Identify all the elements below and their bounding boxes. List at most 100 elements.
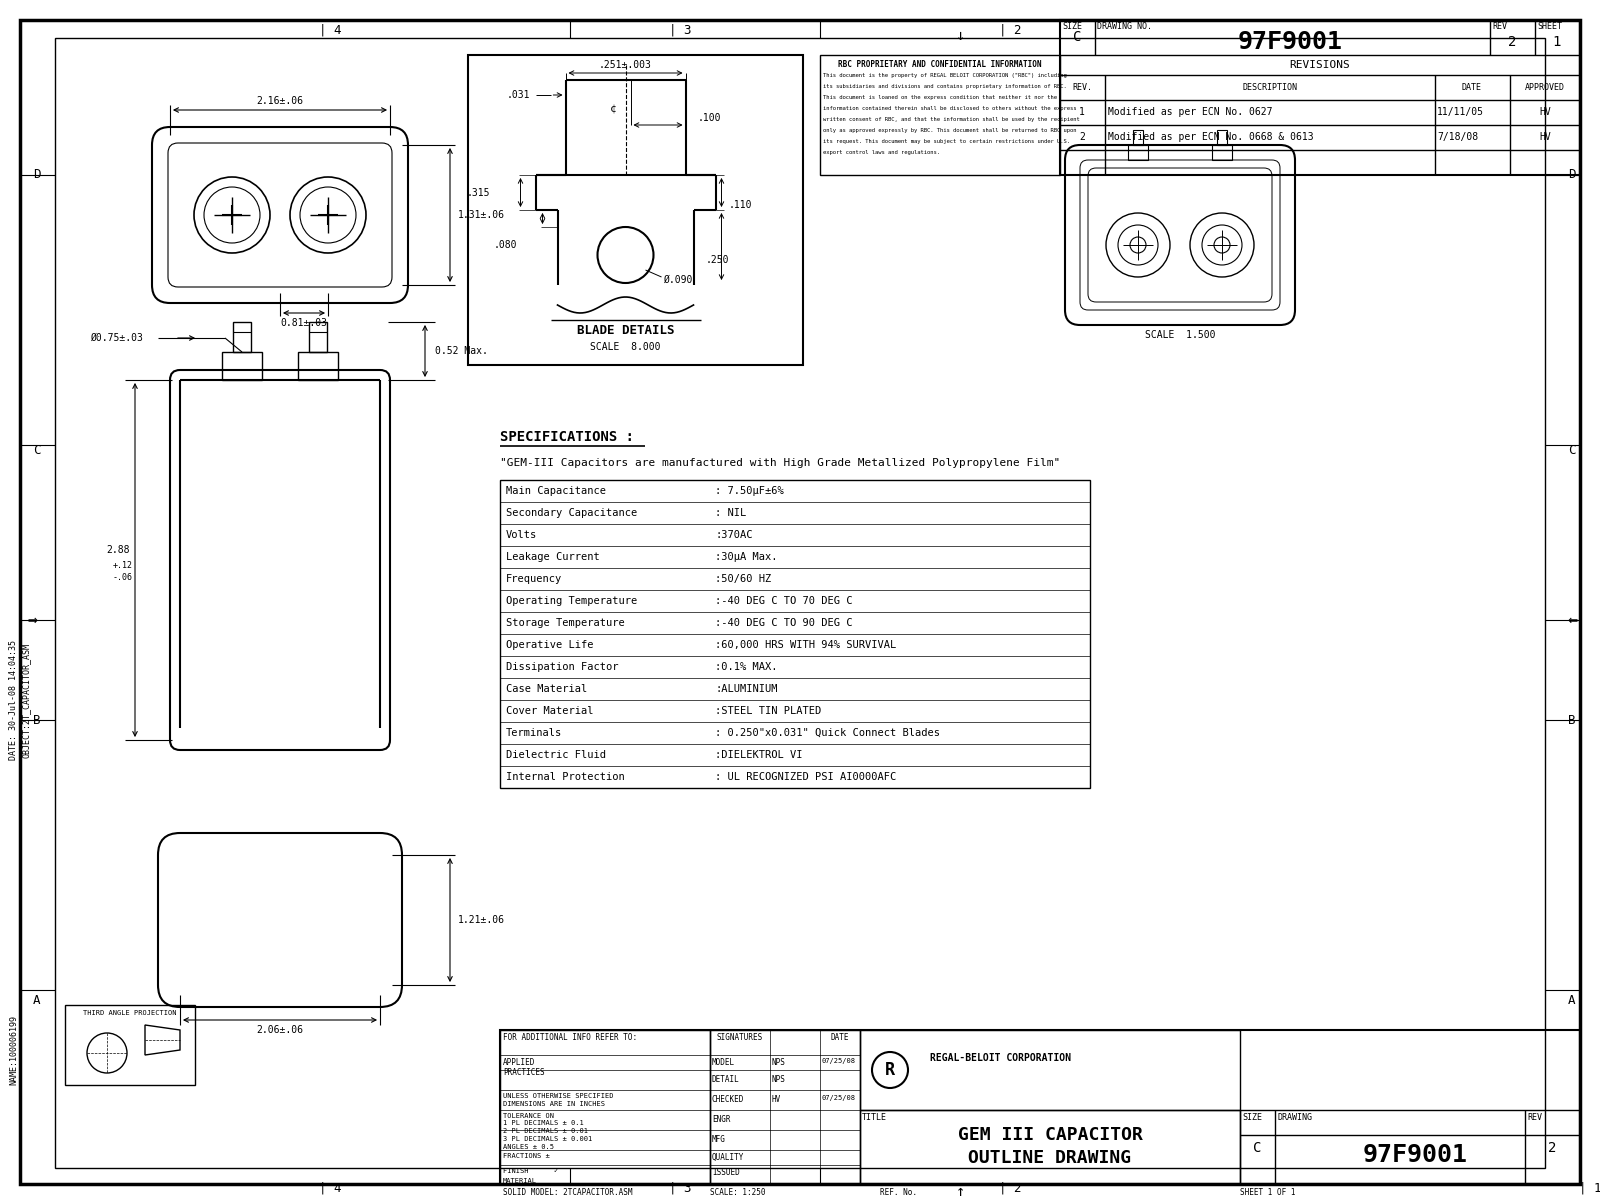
Text: DATE: DATE xyxy=(830,1033,850,1041)
Text: its request. This document may be subject to certain restrictions under U.S.: its request. This document may be subjec… xyxy=(822,138,1070,144)
Text: C: C xyxy=(34,443,40,456)
Text: | 2: | 2 xyxy=(998,1181,1021,1194)
Text: Leakage Current: Leakage Current xyxy=(506,551,600,562)
Text: CHECKED: CHECKED xyxy=(712,1094,744,1104)
Text: REV: REV xyxy=(1526,1112,1542,1122)
Text: 3 PL DECIMALS ± 0.001: 3 PL DECIMALS ± 0.001 xyxy=(502,1137,592,1143)
Text: Ø.090: Ø.090 xyxy=(664,275,693,285)
Text: HV: HV xyxy=(1539,132,1550,142)
Text: .080: .080 xyxy=(494,240,517,250)
Text: R: R xyxy=(885,1061,894,1079)
Text: D: D xyxy=(34,169,40,182)
Text: DATE: 30-Jul-08 14:04:35: DATE: 30-Jul-08 14:04:35 xyxy=(10,641,19,760)
Text: : UL RECOGNIZED PSI AI0000AFC: : UL RECOGNIZED PSI AI0000AFC xyxy=(715,772,896,783)
Text: | 3: | 3 xyxy=(669,24,691,36)
Text: SPECIFICATIONS :: SPECIFICATIONS : xyxy=(499,430,634,444)
Text: B: B xyxy=(1568,714,1576,726)
Bar xyxy=(222,352,262,380)
Text: written consent of RBC, and that the information shall be used by the recipient: written consent of RBC, and that the inf… xyxy=(822,117,1080,122)
Text: :0.1% MAX.: :0.1% MAX. xyxy=(715,662,778,672)
Text: Internal Protection: Internal Protection xyxy=(506,772,624,783)
Text: Storage Temperature: Storage Temperature xyxy=(506,618,624,628)
Text: OBJECT:2T_CAPACITOR_ASM: OBJECT:2T_CAPACITOR_ASM xyxy=(21,643,30,757)
Text: 97F9001: 97F9001 xyxy=(1237,30,1342,54)
Text: 07/25/08: 07/25/08 xyxy=(822,1058,856,1064)
Text: C: C xyxy=(1074,30,1082,45)
Text: only as approved expressly by RBC. This document shall be returned to RBC upon: only as approved expressly by RBC. This … xyxy=(822,128,1077,132)
Text: D: D xyxy=(1568,169,1576,182)
Text: SHEET: SHEET xyxy=(1538,22,1562,31)
Text: C: C xyxy=(1253,1141,1261,1155)
Bar xyxy=(499,480,1090,787)
Text: 07/25/08: 07/25/08 xyxy=(822,1094,856,1100)
Bar xyxy=(1128,144,1149,160)
Text: | 4: | 4 xyxy=(318,1181,341,1194)
Text: 97F9001: 97F9001 xyxy=(1363,1143,1467,1167)
Bar xyxy=(499,1029,1581,1184)
Text: DRAWING: DRAWING xyxy=(1277,1112,1312,1122)
Text: .031: .031 xyxy=(507,90,531,100)
Text: BLADE DETAILS: BLADE DETAILS xyxy=(576,324,674,336)
Text: UNLESS OTHERWISE SPECIFIED: UNLESS OTHERWISE SPECIFIED xyxy=(502,1093,613,1099)
Text: 2 PL DECIMALS ± 0.01: 2 PL DECIMALS ± 0.01 xyxy=(502,1128,589,1134)
Text: Modified as per ECN No. 0627: Modified as per ECN No. 0627 xyxy=(1107,107,1272,117)
Text: Volts: Volts xyxy=(506,530,538,541)
Text: DIMENSIONS ARE IN INCHES: DIMENSIONS ARE IN INCHES xyxy=(502,1100,605,1106)
Text: NAME:100006199: NAME:100006199 xyxy=(10,1015,19,1085)
Text: ⇐: ⇐ xyxy=(1566,610,1578,628)
Text: Main Capacitance: Main Capacitance xyxy=(506,486,606,496)
Text: : NIL: : NIL xyxy=(715,508,746,518)
Bar xyxy=(1218,130,1227,144)
Text: DESCRIPTION: DESCRIPTION xyxy=(1243,83,1298,93)
Text: TITLE: TITLE xyxy=(862,1112,886,1122)
Text: Cover Material: Cover Material xyxy=(506,706,594,716)
Text: Dissipation Factor: Dissipation Factor xyxy=(506,662,619,672)
Text: 0.52 Max.: 0.52 Max. xyxy=(435,346,488,356)
Bar xyxy=(1133,130,1142,144)
Text: +.12: +.12 xyxy=(114,561,133,569)
Text: SIGNATURES: SIGNATURES xyxy=(717,1033,763,1041)
Bar xyxy=(499,1029,710,1184)
Text: REGAL-BELOIT CORPORATION: REGAL-BELOIT CORPORATION xyxy=(930,1054,1070,1063)
Text: MFG: MFG xyxy=(712,1135,726,1144)
Text: SHEET 1 OF 1: SHEET 1 OF 1 xyxy=(1240,1188,1296,1197)
Text: SCALE  1.500: SCALE 1.500 xyxy=(1144,330,1216,340)
Text: :STEEL TIN PLATED: :STEEL TIN PLATED xyxy=(715,706,821,716)
Text: SIZE: SIZE xyxy=(1062,22,1082,31)
Text: ↑: ↑ xyxy=(955,1185,965,1199)
Text: A: A xyxy=(34,993,40,1007)
Text: HV: HV xyxy=(1539,107,1550,117)
Text: .100: .100 xyxy=(698,113,722,123)
Text: .110: .110 xyxy=(728,200,752,209)
Bar xyxy=(710,1029,861,1184)
Text: ANGLES ± 0.5: ANGLES ± 0.5 xyxy=(502,1144,554,1150)
Text: REV.: REV. xyxy=(1072,83,1091,93)
Text: | 3: | 3 xyxy=(669,1181,691,1194)
Bar xyxy=(1240,1110,1581,1184)
Text: -.06: -.06 xyxy=(114,573,133,583)
Text: | 2: | 2 xyxy=(998,24,1021,36)
Text: MATERIAL: MATERIAL xyxy=(502,1178,538,1184)
Text: GEM III CAPACITOR: GEM III CAPACITOR xyxy=(957,1126,1142,1144)
Text: :60,000 HRS WITH 94% SURVIVAL: :60,000 HRS WITH 94% SURVIVAL xyxy=(715,641,896,650)
Text: :DIELEKTROL VI: :DIELEKTROL VI xyxy=(715,750,803,760)
Bar xyxy=(467,55,803,365)
Text: REV: REV xyxy=(1491,22,1507,31)
Text: 2.88: 2.88 xyxy=(107,545,130,555)
Text: 1: 1 xyxy=(1554,35,1562,49)
Bar xyxy=(1213,144,1232,160)
Text: :30μA Max.: :30μA Max. xyxy=(715,551,778,562)
Text: C: C xyxy=(1568,443,1576,456)
Text: This document is loaned on the express condition that neither it nor the: This document is loaned on the express c… xyxy=(822,95,1058,100)
Text: 1: 1 xyxy=(1078,107,1085,117)
Text: APPLIED: APPLIED xyxy=(502,1058,536,1067)
Text: THIRD ANGLE PROJECTION: THIRD ANGLE PROJECTION xyxy=(83,1010,176,1016)
Text: ENGR: ENGR xyxy=(712,1115,731,1125)
Text: :50/60 HZ: :50/60 HZ xyxy=(715,574,771,584)
Text: HV: HV xyxy=(771,1094,781,1104)
Text: Frequency: Frequency xyxy=(506,574,562,584)
Text: DETAIL: DETAIL xyxy=(712,1075,739,1084)
Text: RBC PROPRIETARY AND CONFIDENTIAL INFORMATION: RBC PROPRIETARY AND CONFIDENTIAL INFORMA… xyxy=(838,60,1042,69)
Text: 2: 2 xyxy=(1507,35,1517,49)
Bar xyxy=(861,1029,1240,1110)
